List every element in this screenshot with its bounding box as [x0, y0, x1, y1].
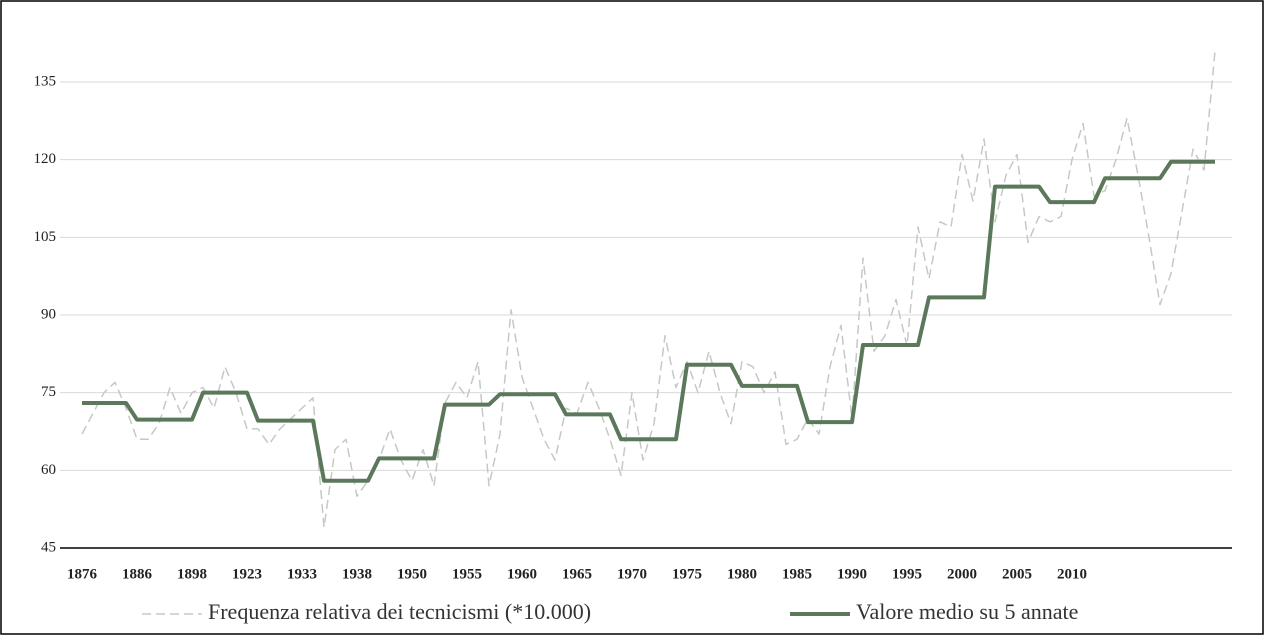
x-tick-label: 1995: [892, 566, 922, 582]
y-tick-label: 90: [41, 306, 56, 322]
x-tick-label: 1938: [342, 566, 372, 582]
x-tick-label: 1975: [672, 566, 702, 582]
x-tick-label: 1886: [122, 566, 153, 582]
y-tick-label: 135: [34, 73, 57, 89]
x-tick-label: 2010: [1057, 566, 1087, 582]
x-tick-label: 1933: [287, 566, 317, 582]
y-tick-label: 75: [41, 384, 56, 400]
x-tick-label: 1950: [397, 566, 427, 582]
x-tick-label: 1898: [177, 566, 207, 582]
x-tick-label: 1990: [837, 566, 867, 582]
x-tick-label: 1955: [452, 566, 482, 582]
x-tick-label: 1876: [67, 566, 98, 582]
x-tick-label: 1980: [727, 566, 757, 582]
legend-label: Frequenza relativa dei tecnicismi (*10.0…: [208, 599, 591, 624]
x-tick-label: 1985: [782, 566, 812, 582]
x-tick-label: 2000: [947, 566, 977, 582]
data-line: [82, 159, 1215, 483]
y-tick-label: 60: [41, 462, 56, 478]
y-tick-label: 45: [41, 539, 56, 555]
y-tick-label: 120: [34, 151, 57, 167]
legend-label: Valore medio su 5 annate: [856, 599, 1078, 624]
x-tick-label: 2005: [1002, 566, 1032, 582]
x-tick-label: 1923: [232, 566, 262, 582]
x-tick-label: 1970: [617, 566, 647, 582]
y-tick-label: 105: [34, 229, 57, 245]
data-line: [81, 50, 1216, 529]
x-tick-label: 1965: [562, 566, 592, 582]
x-tick-label: 1960: [507, 566, 537, 582]
